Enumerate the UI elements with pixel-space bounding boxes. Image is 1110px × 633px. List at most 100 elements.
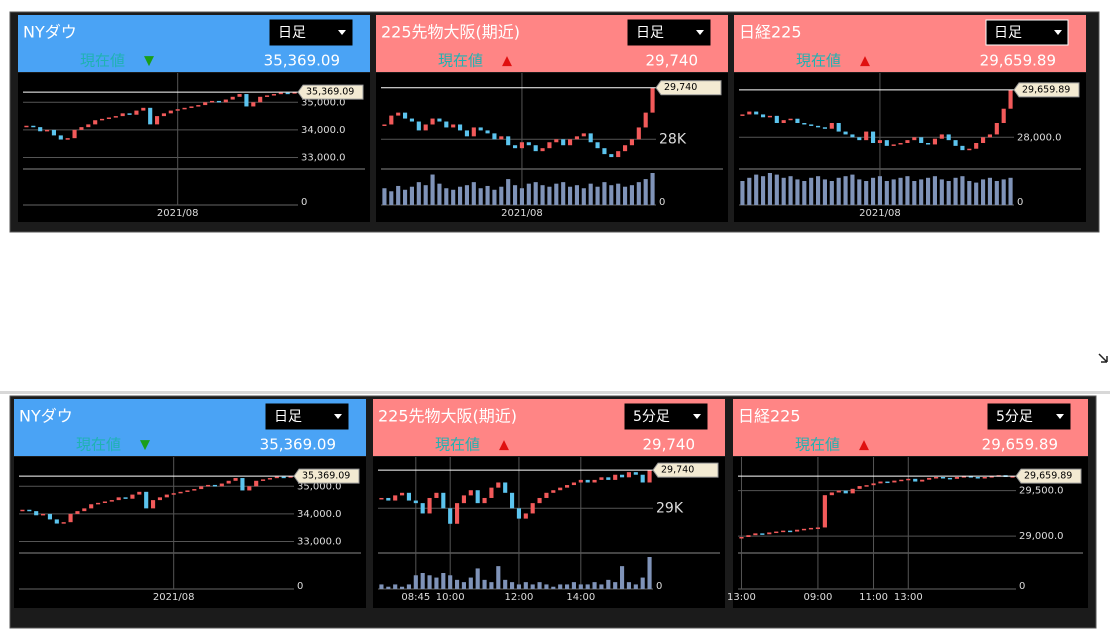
candle	[265, 95, 270, 97]
candle	[288, 476, 293, 478]
candle	[45, 129, 50, 132]
candle	[237, 94, 242, 97]
x-tick-label: 2021/08	[153, 592, 195, 603]
candle	[939, 134, 944, 139]
candle	[1010, 476, 1015, 478]
candle	[233, 478, 238, 481]
candle	[640, 474, 645, 483]
volume-bar	[523, 582, 528, 589]
period-dropdown[interactable]	[987, 403, 1071, 430]
panel-title: 225先物大阪(期近)	[378, 407, 517, 426]
candle	[899, 479, 904, 482]
current-price: 35,369.09	[264, 52, 340, 70]
candle	[523, 513, 528, 519]
volume-bar	[451, 189, 456, 205]
candle	[164, 494, 169, 498]
period-label: 日足	[274, 409, 302, 425]
volume-bar	[554, 183, 559, 205]
candle	[396, 112, 401, 116]
candle	[216, 100, 221, 103]
candle	[444, 121, 449, 128]
candle	[120, 113, 125, 117]
candle	[20, 509, 25, 512]
candle	[492, 133, 497, 140]
volume-bar	[561, 182, 566, 205]
x-tick-label: 09:00	[804, 592, 833, 603]
candle	[116, 497, 121, 501]
candle	[912, 137, 917, 141]
candle	[482, 497, 487, 504]
dropdown-arrow	[334, 414, 342, 419]
volume-bar	[788, 176, 793, 205]
candle	[427, 497, 432, 514]
candle	[171, 493, 176, 495]
period-dropdown[interactable]	[269, 19, 353, 46]
candle	[767, 532, 772, 535]
direction-arrow: ▲	[502, 54, 512, 69]
candle	[448, 508, 453, 524]
resize-icon[interactable]	[1098, 353, 1108, 363]
volume-bar	[629, 185, 634, 205]
candle	[836, 490, 841, 493]
volume-bar	[912, 181, 917, 205]
dropdown-arrow	[338, 30, 346, 35]
candle	[864, 131, 869, 141]
candle	[285, 92, 290, 95]
candle	[185, 490, 190, 492]
candle	[761, 114, 766, 118]
volume-bar	[960, 176, 965, 205]
volume-bar	[547, 186, 552, 205]
candle	[47, 513, 52, 520]
volume-bar	[441, 573, 446, 589]
candle	[801, 528, 807, 531]
volume-tick-label: 0	[1017, 197, 1023, 208]
candle	[795, 118, 800, 123]
candle	[182, 107, 187, 110]
y-tick-label: 35,000.0	[301, 97, 346, 108]
current-price: 29,659.89	[982, 436, 1058, 454]
period-dropdown[interactable]	[627, 19, 711, 46]
period-label: 日足	[278, 25, 306, 41]
volume-bar	[616, 183, 621, 205]
candle	[954, 477, 960, 479]
candle	[458, 124, 463, 131]
dropdown-arrow	[1054, 30, 1062, 35]
candle	[892, 480, 897, 483]
period-dropdown[interactable]	[624, 403, 708, 430]
candle	[261, 479, 266, 481]
volume-bar	[871, 177, 876, 205]
candle	[219, 483, 224, 487]
candle	[530, 503, 535, 514]
candle	[389, 115, 394, 125]
candle	[885, 481, 890, 484]
candle	[496, 482, 501, 488]
panel-title: NYダウ	[23, 23, 77, 42]
volume-bar	[850, 174, 855, 205]
current-price: 29,740	[643, 436, 696, 454]
candle	[754, 111, 759, 115]
volume-bar	[499, 186, 504, 205]
candle	[974, 143, 979, 149]
period-dropdown[interactable]	[985, 19, 1069, 46]
candle	[850, 134, 855, 138]
volume-bar	[905, 176, 910, 205]
period-dropdown[interactable]	[265, 403, 349, 430]
volume-bar	[485, 185, 490, 205]
candle	[510, 492, 515, 509]
volume-bar	[496, 566, 501, 589]
candle	[134, 110, 139, 115]
candle	[141, 107, 146, 111]
volume-bar	[537, 582, 542, 589]
volume-bar	[606, 579, 611, 589]
x-tick-label: 11:00	[859, 592, 888, 603]
x-tick-label: 13:00	[727, 592, 756, 603]
candle	[379, 497, 384, 500]
volume-bar	[458, 186, 463, 205]
candle	[822, 127, 827, 129]
volume-bar	[578, 584, 583, 589]
candle	[815, 527, 821, 529]
panel-title: 225先物大阪(期近)	[381, 23, 520, 42]
candle	[919, 137, 924, 143]
volume-bar	[809, 177, 814, 205]
candle	[489, 487, 494, 498]
